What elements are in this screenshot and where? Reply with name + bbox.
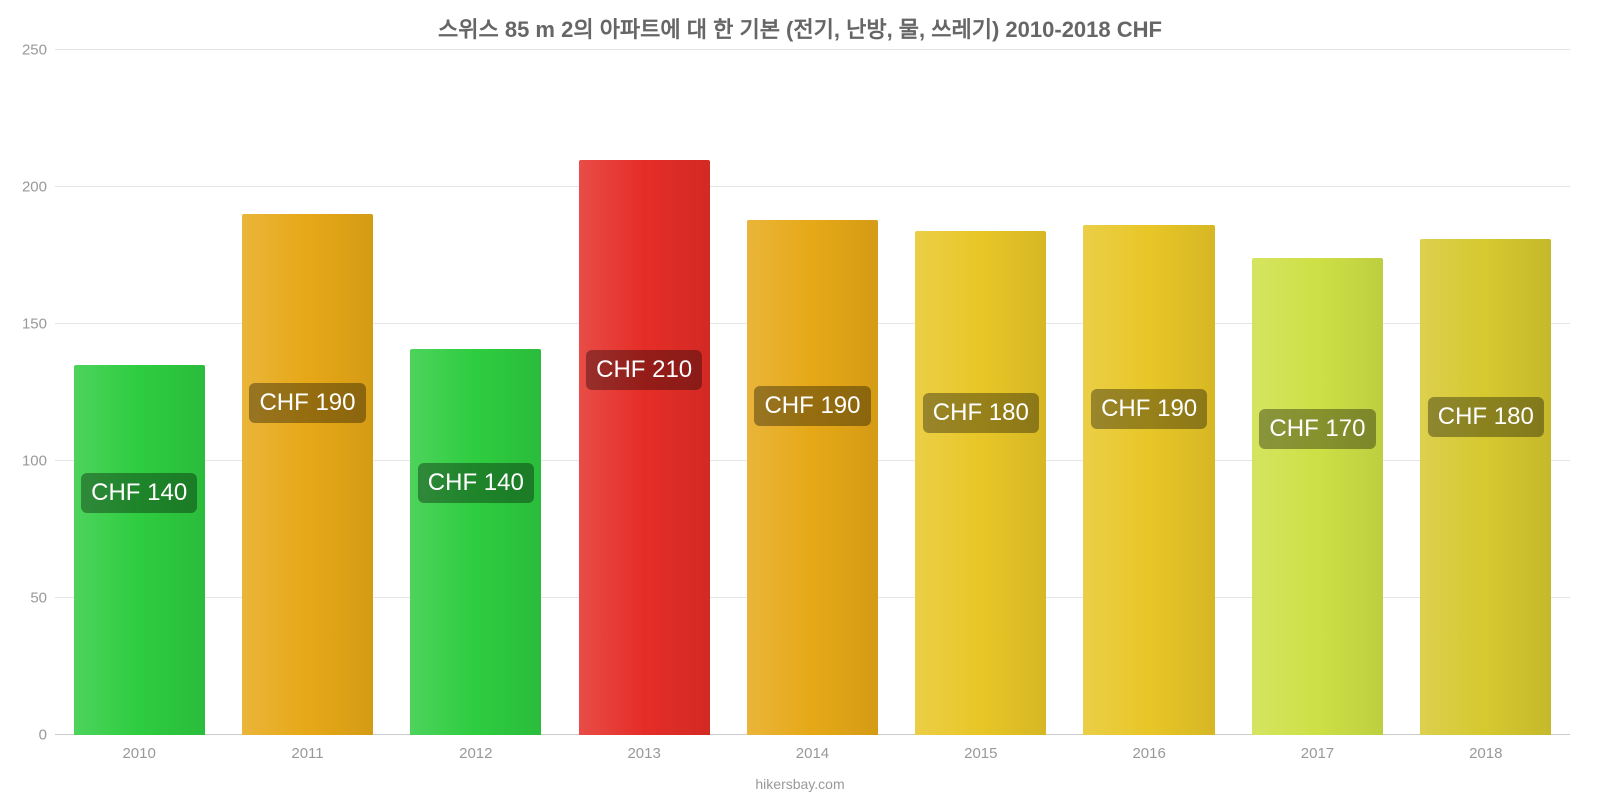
x-tick-label: 2011 bbox=[291, 745, 323, 762]
chart-container: 스위스 85 m 2의 아파트에 대 한 기본 (전기, 난방, 물, 쓰레기)… bbox=[0, 0, 1600, 800]
x-tick-label: 2010 bbox=[122, 745, 155, 762]
y-tick-label: 100 bbox=[22, 453, 47, 470]
bar: CHF 140 bbox=[74, 365, 205, 735]
bar-group: CHF 1902016 bbox=[1065, 50, 1233, 735]
y-tick-label: 250 bbox=[22, 42, 47, 59]
bar: CHF 140 bbox=[410, 349, 541, 735]
x-tick-label: 2015 bbox=[964, 745, 997, 762]
y-tick-label: 50 bbox=[30, 590, 47, 607]
bar-group: CHF 1702017 bbox=[1233, 50, 1401, 735]
bar-group: CHF 2102013 bbox=[560, 50, 728, 735]
bar: CHF 170 bbox=[1252, 258, 1383, 735]
value-label: CHF 190 bbox=[249, 383, 365, 423]
value-label: CHF 180 bbox=[1428, 397, 1544, 437]
bar: CHF 190 bbox=[747, 220, 878, 735]
value-label: CHF 180 bbox=[923, 393, 1039, 433]
plot-area: 050100150200250 CHF 1402010CHF 1902011CH… bbox=[55, 50, 1570, 735]
chart-title: 스위스 85 m 2의 아파트에 대 한 기본 (전기, 난방, 물, 쓰레기)… bbox=[0, 0, 1600, 44]
bar-group: CHF 1402012 bbox=[392, 50, 560, 735]
x-tick-label: 2016 bbox=[1132, 745, 1165, 762]
x-tick-label: 2014 bbox=[796, 745, 829, 762]
value-label: CHF 140 bbox=[81, 473, 197, 513]
value-label: CHF 190 bbox=[1091, 389, 1207, 429]
bar-group: CHF 1902011 bbox=[223, 50, 391, 735]
bar-group: CHF 1802015 bbox=[897, 50, 1065, 735]
bar: CHF 210 bbox=[579, 160, 710, 735]
x-tick-label: 2013 bbox=[627, 745, 660, 762]
x-tick-label: 2012 bbox=[459, 745, 492, 762]
bar: CHF 180 bbox=[915, 231, 1046, 735]
y-tick-label: 0 bbox=[39, 727, 47, 744]
bar: CHF 180 bbox=[1420, 239, 1551, 735]
bar-group: CHF 1402010 bbox=[55, 50, 223, 735]
y-tick-label: 150 bbox=[22, 316, 47, 333]
bar-group: CHF 1802018 bbox=[1402, 50, 1570, 735]
value-label: CHF 210 bbox=[586, 350, 702, 390]
bar-group: CHF 1902014 bbox=[728, 50, 896, 735]
attribution-text: hikersbay.com bbox=[755, 776, 844, 792]
bar: CHF 190 bbox=[242, 214, 373, 735]
bars-container: CHF 1402010CHF 1902011CHF 1402012CHF 210… bbox=[55, 50, 1570, 735]
value-label: CHF 140 bbox=[418, 463, 534, 503]
x-tick-label: 2017 bbox=[1301, 745, 1334, 762]
value-label: CHF 170 bbox=[1259, 409, 1375, 449]
x-tick-label: 2018 bbox=[1469, 745, 1502, 762]
y-tick-label: 200 bbox=[22, 179, 47, 196]
bar: CHF 190 bbox=[1083, 225, 1214, 735]
value-label: CHF 190 bbox=[754, 386, 870, 426]
